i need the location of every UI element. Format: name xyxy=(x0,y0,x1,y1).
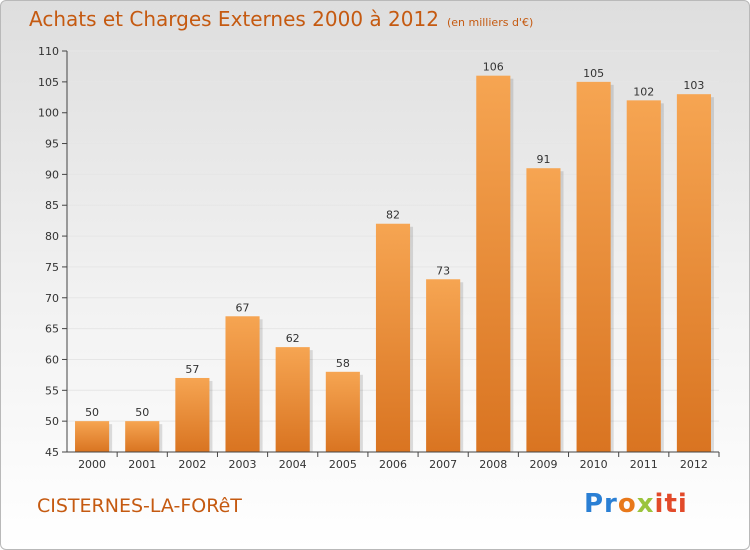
y-tick-label-90: 90 xyxy=(45,168,59,181)
x-tick-label-2006: 2006 xyxy=(379,458,407,471)
x-tick-label-2003: 2003 xyxy=(229,458,257,471)
y-tick-label-65: 65 xyxy=(45,323,59,336)
x-tick-label-2010: 2010 xyxy=(580,458,608,471)
chart-title-unit: (en milliers d'€) xyxy=(446,16,534,29)
place-name: CISTERNES-LA-FORêT xyxy=(37,495,242,517)
x-tick-label-2004: 2004 xyxy=(279,458,307,471)
data-label-2000: 50 xyxy=(85,406,99,419)
data-label-2004: 62 xyxy=(286,332,300,345)
bar-2009 xyxy=(526,168,561,452)
bar-2004 xyxy=(275,347,310,452)
bar-2001 xyxy=(125,421,160,452)
data-label-2008: 106 xyxy=(483,61,504,74)
x-tick-label-2000: 2000 xyxy=(78,458,106,471)
y-tick-label-75: 75 xyxy=(45,261,59,274)
bar-2008 xyxy=(476,75,511,452)
y-tick-label-60: 60 xyxy=(45,353,59,366)
proxiti-logo[interactable]: Proxiti xyxy=(584,489,688,519)
logo-part-4: iti xyxy=(654,489,688,519)
bar-2010 xyxy=(576,81,611,452)
data-labels: 50 50 57 67 62 58 82 73 106 91 105 102 103 xyxy=(85,61,704,419)
data-label-2012: 103 xyxy=(683,79,704,92)
x-tick-label-2001: 2001 xyxy=(128,458,156,471)
y-tick-label-100: 100 xyxy=(38,107,59,120)
y-tick-label-85: 85 xyxy=(45,199,59,212)
y-tick-label-70: 70 xyxy=(45,292,59,305)
y-tick-label-105: 105 xyxy=(38,76,59,89)
data-label-2005: 58 xyxy=(336,357,350,370)
x-tick-label-2011: 2011 xyxy=(630,458,658,471)
data-label-2007: 73 xyxy=(436,264,450,277)
bar-2012 xyxy=(676,94,711,452)
y-tick-label-50: 50 xyxy=(45,415,59,428)
bar-2011 xyxy=(626,100,661,452)
y-tick-label-55: 55 xyxy=(45,384,59,397)
bar-2000 xyxy=(75,421,110,452)
bar-2006 xyxy=(375,223,411,452)
bars xyxy=(75,75,714,452)
x-tick-label-2002: 2002 xyxy=(178,458,206,471)
data-label-2011: 102 xyxy=(633,85,654,98)
x-tick-label-2012: 2012 xyxy=(680,458,708,471)
logo-part-3: x xyxy=(636,489,655,519)
chart-title-text: Achats et Charges Externes 2000 à 2012 xyxy=(29,7,439,31)
y-tick-label-110: 110 xyxy=(38,45,59,58)
x-tick-label-2009: 2009 xyxy=(529,458,557,471)
y-tick-label-95: 95 xyxy=(45,138,59,151)
chart-title: Achats et Charges Externes 2000 à 2012 (e… xyxy=(29,7,533,31)
data-label-2009: 91 xyxy=(536,153,550,166)
y-tick-label-80: 80 xyxy=(45,230,59,243)
x-tick-label-2007: 2007 xyxy=(429,458,457,471)
data-label-2006: 82 xyxy=(386,209,400,222)
data-label-2002: 57 xyxy=(185,363,199,376)
x-tick-label-2008: 2008 xyxy=(479,458,507,471)
bar-2007 xyxy=(426,279,461,452)
x-tick-label-2005: 2005 xyxy=(329,458,357,471)
bar-2002 xyxy=(175,377,210,452)
data-label-2010: 105 xyxy=(583,67,604,80)
y-tick-label-45: 45 xyxy=(45,446,59,459)
logo-part-1: Pr xyxy=(584,489,618,519)
data-label-2003: 67 xyxy=(236,301,250,314)
data-label-2001: 50 xyxy=(135,406,149,419)
logo-part-2: o xyxy=(617,489,637,519)
axes: 45 50 55 60 65 70 75 80 85 90 95 100 105 110 2000 2001 2… xyxy=(38,45,720,471)
bar-2003 xyxy=(225,316,260,452)
bar-2005 xyxy=(325,371,360,452)
